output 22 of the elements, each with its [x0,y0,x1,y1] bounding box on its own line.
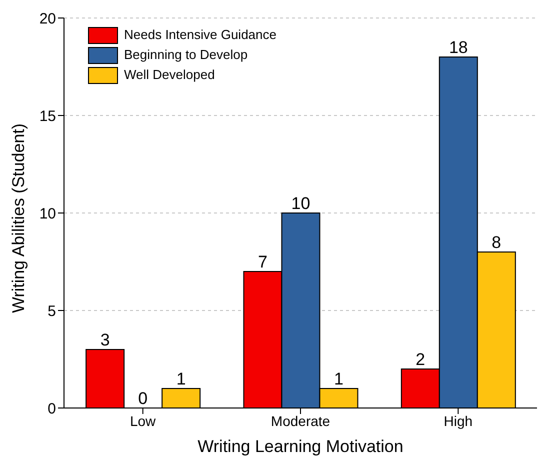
legend-label: Well Developed [124,66,215,84]
data-label: 1 [334,370,344,388]
data-label: 10 [291,194,310,213]
legend-label: Needs Intensive Guidance [124,26,276,44]
data-label: 3 [100,330,110,350]
x-tick-label: Low [130,412,157,429]
y-tick-label: 10 [39,205,56,222]
legend-label: Beginning to Develop [124,46,248,64]
x-tick-label: High [444,412,473,429]
data-label: 0 [138,389,148,408]
y-tick-label: 5 [48,302,56,320]
data-label: 7 [258,252,268,272]
data-label: 2 [416,350,426,369]
x-axis-title: Writing Learning Motivation [198,437,404,456]
data-label: 1 [176,370,186,388]
y-tick-label: 0 [48,400,56,418]
data-label: 18 [448,38,468,57]
x-tick-label: Moderate [270,412,330,429]
y-tick-label: 15 [39,108,56,125]
data-label: 8 [492,233,502,252]
y-axis-title: Writing Abilities (Student) [9,123,28,313]
y-tick-label: 20 [39,10,56,28]
